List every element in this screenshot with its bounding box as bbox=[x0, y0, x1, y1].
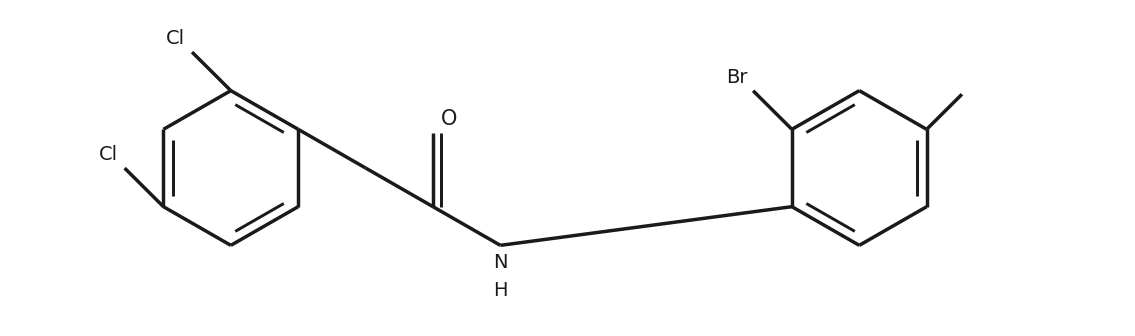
Text: H: H bbox=[493, 281, 507, 300]
Text: Cl: Cl bbox=[166, 29, 185, 48]
Text: Br: Br bbox=[726, 68, 748, 87]
Text: O: O bbox=[442, 109, 457, 129]
Text: Cl: Cl bbox=[99, 145, 118, 164]
Text: N: N bbox=[493, 253, 507, 272]
